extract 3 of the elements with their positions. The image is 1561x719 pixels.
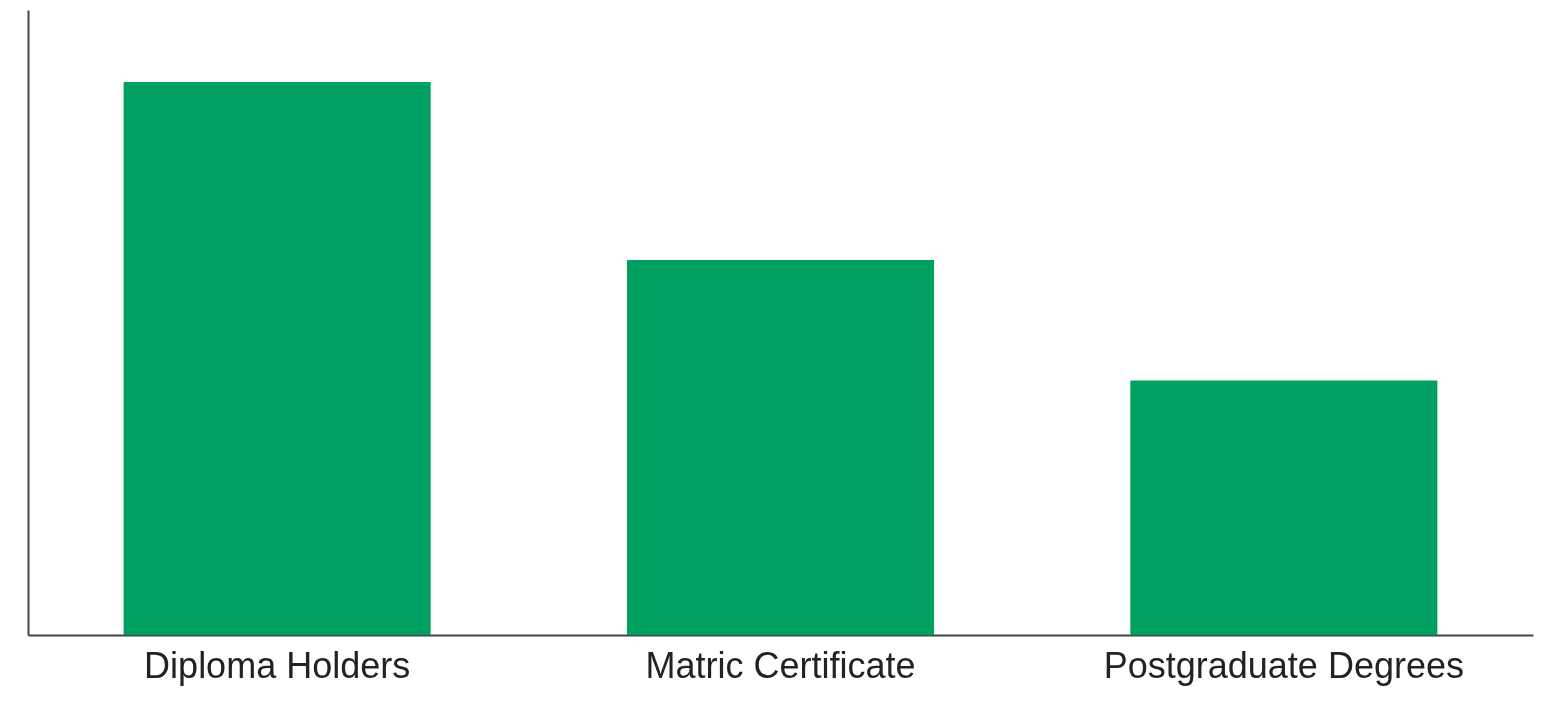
x-tick-label: Matric Certificate [645, 644, 916, 686]
x-tick-label: Diploma Holders [144, 644, 411, 686]
x-tick-label: Postgraduate Degrees [1103, 644, 1464, 686]
